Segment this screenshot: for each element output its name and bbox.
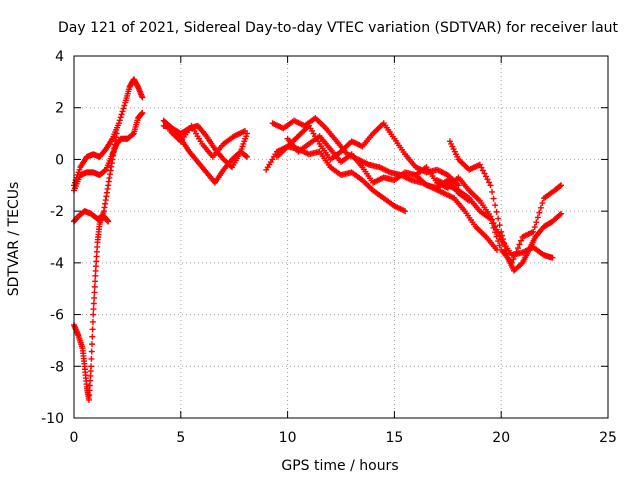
data-point [556,211,563,218]
data-point [493,208,500,215]
data-point [513,248,520,255]
data-point [558,210,565,217]
data-point [496,222,503,229]
data-point [92,278,99,285]
data-point [495,229,502,236]
series-t7 [167,122,248,160]
data-point [139,94,146,101]
data-point [88,363,95,370]
data-marks [71,76,565,403]
data-point [90,311,97,318]
data-point [487,215,494,222]
data-point [510,256,517,263]
data-point [514,245,521,252]
data-point [496,242,503,249]
data-point [90,300,97,307]
data-point [88,355,95,362]
x-tick-label: 0 [70,430,79,446]
data-point [121,102,128,109]
data-point [536,209,543,216]
data-point [516,241,523,248]
data-point [537,204,544,211]
x-tick-label: 5 [176,430,185,446]
data-point [539,200,546,207]
data-point [489,220,496,227]
data-point [119,108,126,115]
data-point [89,333,96,340]
y-tick-label: -4 [50,256,64,272]
data-point [498,228,505,235]
data-point [244,153,251,160]
data-point [495,238,502,245]
data-point [89,326,96,333]
y-tick-label: -10 [41,411,64,427]
data-point [90,306,97,313]
data-point [89,341,96,348]
data-point [241,127,248,134]
data-point [558,182,565,189]
data-point [489,188,496,195]
x-tick-label: 15 [385,430,403,446]
data-point [492,202,499,209]
data-point [508,259,515,266]
data-point [557,183,564,190]
data-point [501,243,508,250]
data-point [120,105,127,112]
data-point [402,208,409,215]
data-point [530,228,537,235]
data-point [499,232,506,239]
data-point [455,182,462,189]
data-point [116,117,123,124]
x-tick-label: 10 [279,430,297,446]
data-point [490,195,497,202]
data-point [139,109,146,116]
data-point [243,153,250,160]
y-tick-label: -8 [50,359,64,375]
data-point [531,224,538,231]
y-tick-label: 2 [55,101,64,117]
data-point [500,239,507,246]
data-point [500,236,507,243]
data-point [91,289,98,296]
y-ticks: -10 -8 -6 -4 -2 0 2 4 [41,49,608,427]
series-t11 [284,133,473,204]
series-t4 [71,130,120,403]
y-tick-label: 4 [55,49,64,65]
x-axis-label: GPS time / hours [281,458,398,474]
data-point [492,229,499,236]
data-point [511,252,518,259]
grid [74,56,608,418]
data-point [117,114,124,121]
data-point [490,224,497,231]
data-point [113,130,120,137]
y-tick-label: 0 [55,152,64,168]
data-point [493,233,500,240]
data-point [518,237,525,244]
data-point [89,318,96,325]
series-t9 [269,115,500,253]
chart-title: Day 121 of 2021, Sidereal Day-to-day VTE… [58,20,619,36]
data-point [495,215,502,222]
series-t14 [434,177,565,266]
data-point [88,348,95,355]
y-tick-label: -2 [50,204,64,220]
data-point [115,120,122,127]
x-tick-label: 25 [599,430,617,446]
data-point [549,254,556,261]
plot-frame [73,55,609,419]
data-point [105,218,112,225]
data-point [91,294,98,301]
data-point [118,111,125,118]
data-point [91,283,98,290]
y-axis-label: SDTVAR / TECUs [6,182,22,297]
data-point [533,219,540,226]
data-point [534,214,541,221]
x-ticks: 0 5 10 15 20 25 [70,56,617,446]
series-t8 [263,143,409,215]
x-tick-label: 20 [492,430,510,446]
series-t10 [273,120,462,189]
y-tick-label: -6 [50,308,64,324]
data-point [487,182,494,189]
